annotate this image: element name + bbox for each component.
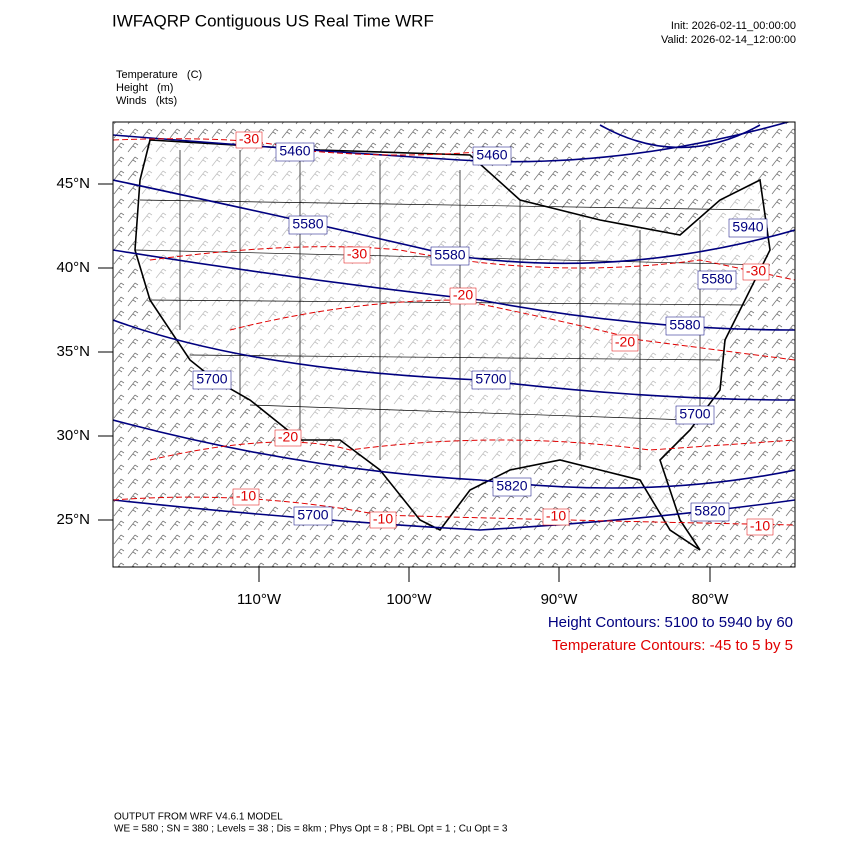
lat-label: 45°N (56, 175, 90, 192)
label-box (449, 287, 477, 305)
height-contour-label: 5700 (475, 371, 506, 387)
footer-model: OUTPUT FROM WRF V4.6.1 MODEL (114, 812, 283, 823)
temperature-legend: Temperature Contours: -45 to 5 by 5 (552, 637, 793, 654)
init-time: Init: 2026-02-11_00:00:00 (671, 20, 796, 32)
label-box (492, 477, 532, 497)
height-contour-label: 5820 (694, 503, 725, 519)
label-box (288, 215, 328, 235)
label-box (742, 263, 770, 281)
height-contour-label: 5460 (476, 147, 507, 163)
valid-time: Valid: 2026-02-14_12:00:00 (661, 34, 796, 46)
temperature-contour-label: -20 (615, 334, 635, 350)
label-box (542, 508, 570, 526)
height-contour-label: 5580 (434, 247, 465, 263)
height-legend: Height Contours: 5100 to 5940 by 60 (548, 614, 793, 631)
label-box (471, 370, 511, 390)
label-box (728, 218, 768, 238)
field-label: Winds (kts) (116, 95, 177, 107)
label-box (675, 405, 715, 425)
label-box (697, 270, 737, 290)
title: IWFAQRP Contiguous US Real Time WRF (112, 11, 434, 30)
temperature-contour-label: -30 (239, 131, 259, 147)
lat-label: 35°N (56, 343, 90, 360)
label-box (274, 429, 302, 447)
temperature-contours (113, 138, 795, 526)
lat-label: 25°N (56, 511, 90, 528)
label-box (690, 502, 730, 522)
label-box (232, 488, 260, 506)
label-box (369, 511, 397, 529)
lat-label: 40°N (56, 259, 90, 276)
field-label: Height (m) (116, 82, 173, 94)
height-contour-label: 5580 (701, 271, 732, 287)
temperature-contour-label: -10 (373, 511, 393, 527)
height-contour-label: 5580 (292, 216, 323, 232)
label-box (192, 370, 232, 390)
lat-label: 30°N (56, 427, 90, 444)
height-contour-label: 5460 (279, 143, 310, 159)
label-box (611, 334, 639, 352)
temperature-contour-label: -10 (546, 508, 566, 524)
temperature-contour-label: -20 (453, 287, 473, 303)
height-contour-label: 5580 (669, 317, 700, 333)
height-contour-label: 5700 (297, 507, 328, 523)
height-contour-label: 5820 (496, 478, 527, 494)
lon-label: 90°W (541, 591, 579, 608)
temperature-contour-label: -30 (746, 263, 766, 279)
temperature-contour-label: -10 (750, 518, 770, 534)
temperature-contour-label: -20 (278, 429, 298, 445)
label-box (746, 518, 774, 536)
label-box (343, 246, 371, 264)
map: 5460 5460 5580 5580 5940 5580 5580 5700 5700 5700… (113, 122, 795, 567)
label-box (665, 316, 705, 336)
height-contour-label: 5940 (732, 219, 763, 235)
label-box (293, 506, 333, 526)
lon-label: 100°W (386, 591, 432, 608)
lon-label: 80°W (692, 591, 730, 608)
field-label: Temperature (C) (116, 69, 202, 81)
label-box (235, 131, 263, 149)
label-box (275, 142, 315, 162)
lon-label: 110°W (237, 591, 282, 608)
label-box (430, 246, 470, 266)
height-contour-label: 5700 (679, 406, 710, 422)
label-box (472, 146, 512, 166)
map-frame (112, 121, 796, 568)
height-contour-label: 5700 (196, 371, 227, 387)
coastline (134, 139, 771, 551)
temperature-contour-label: -30 (347, 246, 367, 262)
temperature-contour-label: -10 (236, 488, 256, 504)
footer-options: WE = 580 ; SN = 380 ; Levels = 38 ; Dis … (114, 824, 508, 835)
